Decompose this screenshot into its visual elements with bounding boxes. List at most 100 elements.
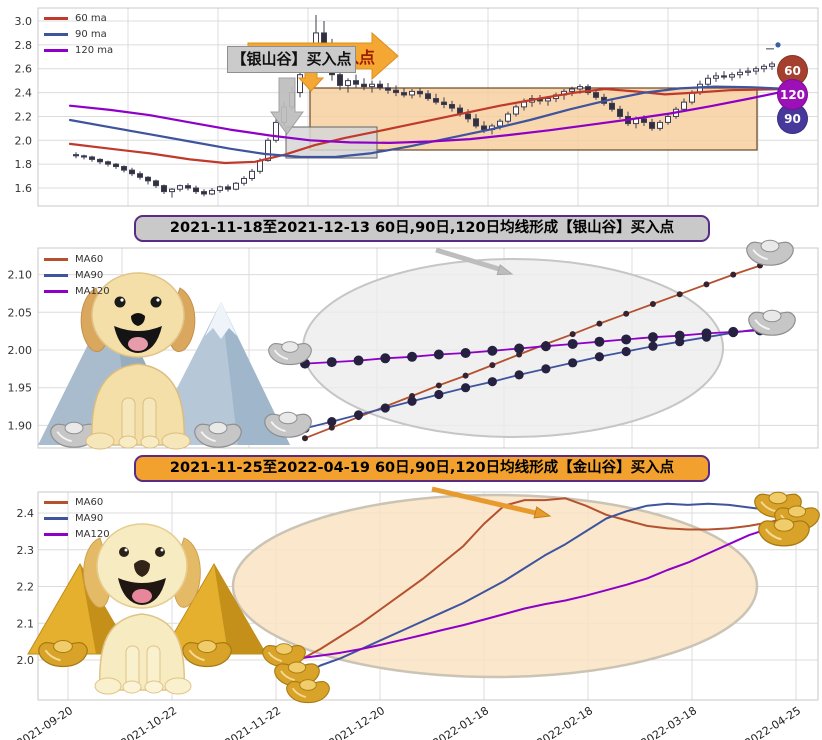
silver-valley-line-chart: 2.10 2.05 2.00 1.95 1.90 xyxy=(8,239,819,450)
ma60-swatch xyxy=(44,16,68,20)
ma60-swatch xyxy=(44,257,68,261)
MA60-marker xyxy=(730,271,737,278)
MA120-marker xyxy=(487,345,498,356)
candle xyxy=(665,114,671,125)
gold-valley-title: 2021-11-25至2022-04-19 60日,90日,120日均线形成【金… xyxy=(134,455,710,482)
candle xyxy=(377,80,383,91)
golden-retriever-illustration xyxy=(80,272,196,450)
MA120-marker xyxy=(407,351,418,362)
candle xyxy=(737,68,743,79)
MA120-marker xyxy=(728,326,739,337)
candle xyxy=(353,74,359,88)
y-tick-label: 2.4 xyxy=(17,507,35,520)
y-tick-label: 2.4 xyxy=(15,87,33,100)
x-axis-label: 2022-02-18 xyxy=(534,704,596,740)
silver-valley-chart-layer: 2.10 2.05 2.00 1.95 1.90 xyxy=(8,247,819,449)
y-tick-label: 3.0 xyxy=(15,15,33,28)
candle xyxy=(345,78,351,93)
candle xyxy=(729,72,735,81)
MA60-marker xyxy=(328,424,335,431)
candle xyxy=(193,185,199,194)
MA60-marker xyxy=(569,331,576,338)
last-price-dot xyxy=(775,42,781,48)
candle xyxy=(153,179,159,189)
MA60-marker xyxy=(435,382,442,389)
candle xyxy=(177,184,183,192)
MA90-marker xyxy=(648,341,658,351)
gold-ingot-icon xyxy=(262,643,306,668)
candle xyxy=(217,185,223,193)
silver-valley-legend: MA60 MA90 MA120 xyxy=(44,251,110,299)
legend-label: MA60 xyxy=(75,253,104,265)
60ma-line xyxy=(68,87,792,165)
MA90-marker xyxy=(327,417,337,427)
legend-label: MA120 xyxy=(75,285,110,297)
MA60-marker xyxy=(462,372,469,379)
MA120-marker xyxy=(353,355,364,366)
legend-item-ma60: MA60 xyxy=(44,494,110,510)
candle xyxy=(473,114,479,129)
ma90-swatch xyxy=(44,273,68,277)
candle xyxy=(649,118,655,131)
gold-ingot-icon xyxy=(38,639,88,668)
gold-pyramids-illustration xyxy=(27,563,267,655)
MA90-marker xyxy=(514,370,524,380)
x-axis-label: 2022-01-18 xyxy=(430,704,492,740)
candle xyxy=(713,72,719,82)
MA60-line xyxy=(299,497,791,661)
y-tick-label: 1.95 xyxy=(8,382,33,395)
ma120-badge: 120 xyxy=(777,79,808,110)
MA90-marker xyxy=(380,403,390,413)
MA60-marker xyxy=(302,435,308,442)
candle xyxy=(209,188,215,196)
gold-ingot-icon xyxy=(182,639,232,668)
silver-ingot-icon xyxy=(268,341,312,366)
y-tick-label: 2.10 xyxy=(8,269,33,282)
MA90-marker xyxy=(353,410,364,420)
MA90-marker xyxy=(407,396,417,406)
gold-valley-legend: MA60 MA90 MA120 xyxy=(44,494,110,542)
MA90-marker xyxy=(541,364,551,374)
candle xyxy=(113,162,119,169)
gold-valley-overlay xyxy=(262,486,820,704)
candle xyxy=(233,182,239,191)
legend-label: MA60 xyxy=(75,496,104,508)
plot-border xyxy=(37,7,819,207)
legend-label: MA90 xyxy=(75,512,104,524)
candle xyxy=(105,160,111,167)
candle xyxy=(129,167,135,177)
silver-ingot-icon xyxy=(746,239,794,266)
legend-label: 90 ma xyxy=(75,28,107,40)
silver-ingot-icon xyxy=(748,309,796,336)
y-tick-label: 2.8 xyxy=(15,39,33,52)
legend-item-ma90: 90 ma xyxy=(44,26,113,42)
gold-ingots-base-layer xyxy=(38,639,232,668)
candle xyxy=(361,78,367,91)
y-tick-label: 2.1 xyxy=(17,617,35,630)
MA120-marker xyxy=(380,353,391,364)
silver-ingot-icon xyxy=(264,411,312,438)
gray-connector-arrowhead xyxy=(496,264,514,276)
legend-label: 120 ma xyxy=(75,44,114,56)
gold-ingot-icon xyxy=(758,518,810,547)
candle xyxy=(409,89,415,99)
MA90-marker xyxy=(621,346,631,357)
candle xyxy=(89,155,95,162)
candle xyxy=(241,176,247,186)
MA90-marker xyxy=(594,352,605,362)
candle xyxy=(401,87,407,98)
MA120-marker xyxy=(326,357,337,368)
y-tick-label: 1.8 xyxy=(15,158,33,171)
candle xyxy=(769,61,775,70)
MA120-marker xyxy=(647,332,658,343)
gold-ingot-icon xyxy=(286,679,330,704)
y-tick-label: 2.05 xyxy=(8,306,33,319)
plot-border xyxy=(37,491,819,701)
x-axis-label: 2021-09-20 xyxy=(14,704,76,740)
legend-label: MA120 xyxy=(75,528,110,540)
y-tick-label: 2.6 xyxy=(15,63,33,76)
candle xyxy=(585,84,591,95)
candle xyxy=(73,152,79,159)
legend-item-ma90: MA90 xyxy=(44,267,110,283)
